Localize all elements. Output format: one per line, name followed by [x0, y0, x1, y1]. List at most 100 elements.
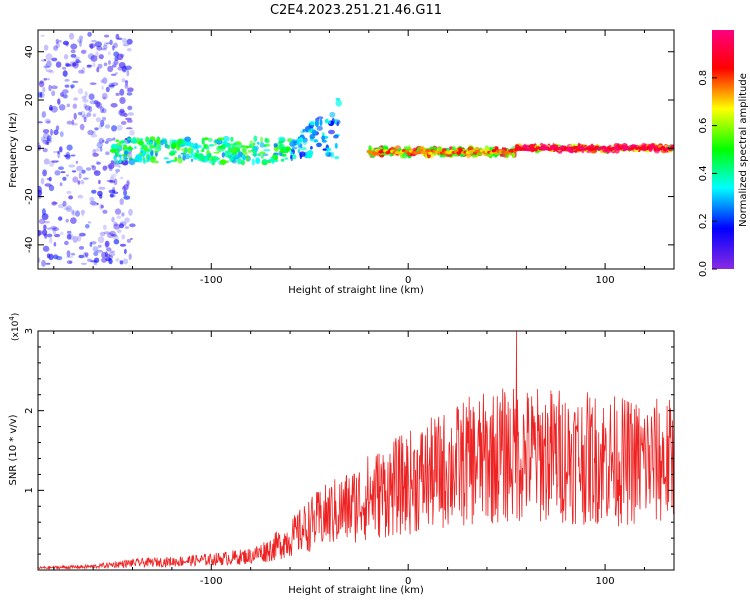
spectrogram-cell: [86, 64, 93, 68]
spectrogram-cell: [313, 139, 319, 143]
tick-label: 20: [24, 94, 35, 107]
spectrogram-cell: [39, 81, 44, 84]
spectrogram-cell: [242, 154, 246, 161]
spectrogram-cell: [97, 236, 105, 244]
spectrogram-cell: [70, 217, 77, 225]
spectrogram-cell: [44, 118, 51, 124]
spectrogram-cell: [48, 184, 55, 192]
spectrogram-cell: [79, 39, 82, 47]
spectrogram-cell: [95, 117, 101, 123]
colorbar: 0.0 0.2 0.4 0.6 0.8 Normalized spectral ampl…: [698, 30, 749, 277]
spectrogram-cell: [231, 152, 237, 156]
tick-label: 100: [596, 275, 615, 286]
spectrogram-cell: [63, 54, 69, 60]
spectrogram-cell: [119, 88, 125, 96]
spectrogram-cell: [259, 151, 266, 155]
spectrogram-cell: [101, 92, 108, 100]
spectrogram-cell: [97, 63, 103, 69]
spectrogram-cell: [90, 55, 98, 62]
spectrogram-cell: [62, 70, 68, 77]
spectrogram-cell: [47, 227, 52, 230]
spectrogram-cell: [66, 233, 72, 240]
spectrogram-cell: [127, 138, 133, 141]
spectrogram-cell: [121, 212, 125, 217]
spectrogram-cell: [46, 137, 50, 141]
spectrogram-cell: [50, 85, 58, 90]
spectrogram-cell: [70, 49, 76, 54]
spectrogram-cell: [237, 148, 241, 152]
spectrogram-cell: [328, 120, 331, 124]
spectrogram-cell: [39, 80, 45, 83]
spectrogram-cell: [152, 150, 160, 153]
spectrogram-cell: [140, 147, 144, 150]
spectrogram-cell: [43, 44, 49, 51]
tick-label: 0: [405, 275, 411, 286]
spectrogram-cell: [42, 169, 47, 177]
spectrogram-cell: [38, 91, 41, 98]
spectrogram-cell: [64, 84, 70, 88]
spectrogram-cell: [120, 176, 123, 180]
spectrogram-cell: [118, 109, 125, 116]
spectrogram-cell: [322, 132, 325, 137]
spectrogram-cell: [93, 261, 98, 266]
spectrogram-cell: [94, 127, 99, 131]
spectrogram-cell: [134, 159, 138, 163]
spectrogram-cell: [328, 129, 335, 135]
spectrogram-cell: [116, 229, 122, 234]
spectrogram-cell: [91, 201, 99, 207]
spectrogram-cell: [93, 251, 99, 257]
spectrogram-cell: [263, 149, 271, 152]
spectrogram-cell: [75, 210, 80, 217]
spectrogram-cell: [225, 142, 232, 148]
spectrogram-cell: [42, 245, 50, 252]
spectrogram-cell: [163, 157, 169, 160]
spectrogram-cell: [41, 136, 46, 142]
spectrogram-cell: [95, 148, 100, 152]
spectrogram-cell: [124, 65, 132, 71]
spectrogram-cell: [101, 47, 107, 51]
spectrogram-cell: [126, 238, 131, 243]
spectrogram-cell: [124, 217, 130, 223]
spectrogram-xlabel: Height of straight line (km): [288, 285, 424, 296]
spectrogram-cell: [103, 62, 108, 67]
spectrogram-cell: [329, 111, 336, 118]
spectrogram-cell: [78, 246, 85, 250]
tick-label: 0.6: [698, 118, 709, 134]
spectrogram-cell: [62, 93, 68, 99]
spectrogram-cell: [149, 144, 156, 149]
spectrogram-cell: [70, 43, 78, 50]
spectrogram-cell: [149, 156, 156, 163]
spectrogram-cell: [44, 183, 52, 187]
spectrogram-cell: [106, 247, 112, 252]
spectrogram-cell: [107, 65, 114, 73]
spectrogram-cell: [70, 84, 75, 89]
spectrogram-cell: [314, 120, 319, 127]
spectrogram-cell: [213, 140, 221, 143]
spectrogram-cell: [126, 38, 133, 45]
spectrogram-cell: [89, 196, 95, 202]
spectrogram-cell: [105, 240, 110, 247]
spectrogram-cell: [84, 91, 88, 98]
spectrogram-cell: [116, 215, 122, 219]
spectrogram-cell: [119, 97, 126, 104]
spectrogram-cell: [112, 137, 116, 141]
spectrogram-cell: [217, 137, 225, 141]
spectrogram-cell: [98, 186, 106, 190]
spectrogram-cell: [124, 226, 129, 229]
spectrogram-cell: [217, 145, 224, 149]
spectrogram-cell: [91, 130, 96, 135]
spectrogram-cell: [58, 216, 63, 221]
spectrogram-cell: [115, 92, 120, 96]
spectrogram-cell: [95, 101, 101, 108]
spectrogram-cell: [197, 145, 202, 148]
spectrogram-cell: [306, 152, 313, 159]
spectrogram-cell: [76, 165, 83, 172]
spectrogram-cell: [297, 149, 301, 154]
spectrogram-cell: [49, 237, 53, 244]
spectrogram-cell: [127, 112, 134, 116]
spectrogram-cell: [72, 176, 79, 183]
spectrogram-ridge-cell: [423, 151, 428, 155]
spectrogram-cell: [92, 152, 99, 157]
spectrogram-cell: [138, 140, 144, 146]
spectrogram-ridge-cell: [491, 149, 497, 153]
